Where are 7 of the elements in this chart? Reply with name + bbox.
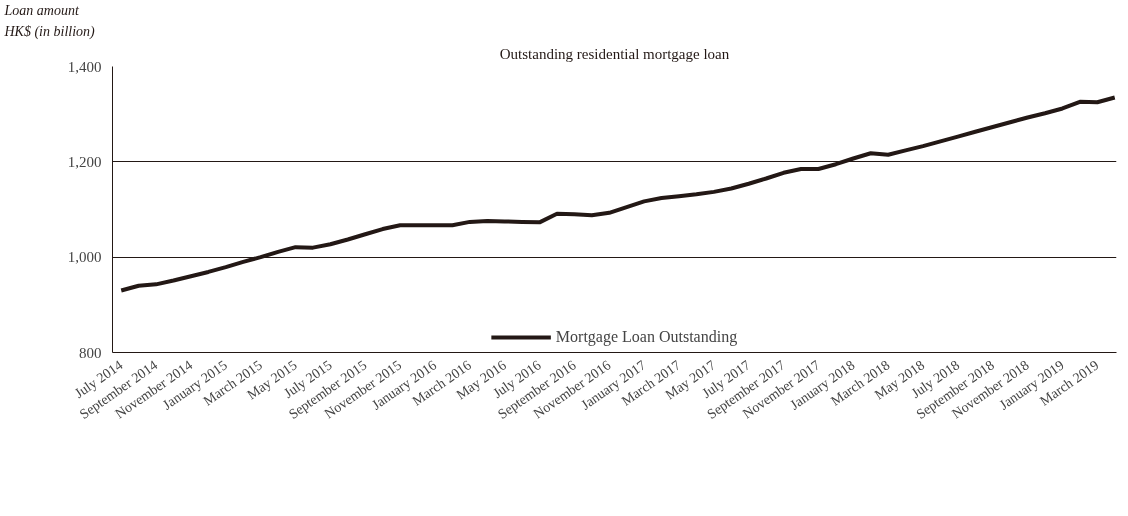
y-tick-label: 1,000 <box>67 249 102 266</box>
y-axis-title: Loan amount HK$ (in billion) <box>3 2 96 40</box>
y-tick-label: 800 <box>79 344 102 361</box>
y-tick-label: 1,400 <box>67 58 102 75</box>
legend-label: Mortgage Loan Outstanding <box>555 328 738 346</box>
chart-title: Outstanding residential mortgage loan <box>499 45 730 62</box>
y-tick-label: 1,200 <box>67 153 102 170</box>
